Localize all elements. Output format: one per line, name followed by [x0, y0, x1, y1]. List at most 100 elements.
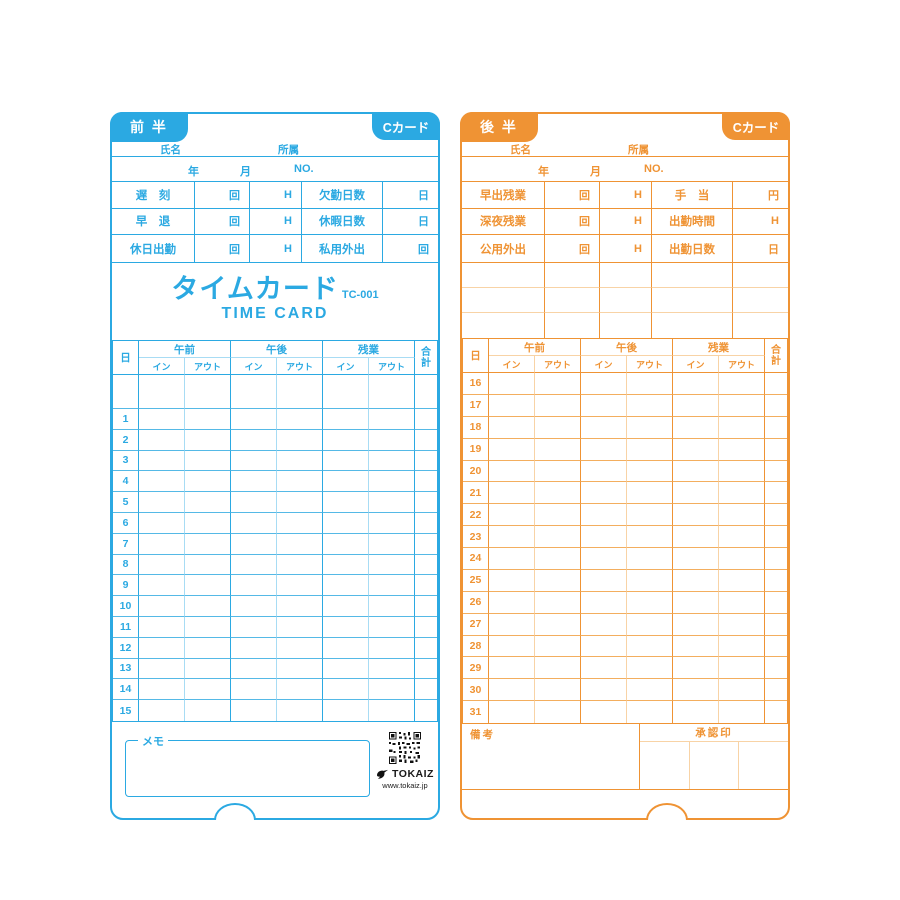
entry-cell: [231, 575, 277, 597]
entry-cell: [581, 591, 627, 614]
entry-cell: [489, 635, 535, 658]
entry-cell: [535, 482, 581, 505]
entry-cell: [369, 554, 415, 576]
day-number-cell: 2: [113, 429, 139, 451]
total-cell: [415, 492, 437, 513]
entry-cell: [719, 416, 765, 439]
entry-cell: [277, 512, 323, 534]
year-month-no-row: 年 月 NO.: [462, 157, 788, 182]
entry-cell: [719, 373, 765, 395]
entry-cell: [277, 375, 323, 409]
summary-count-unit: 回: [545, 235, 600, 262]
total-cell: [415, 700, 437, 721]
entry-cell: [627, 679, 673, 702]
entry-cell: [323, 512, 369, 534]
entry-cell: [719, 526, 765, 548]
entry-cell: [185, 533, 231, 555]
entry-cell: [489, 460, 535, 483]
day-number-cell: 10: [113, 596, 139, 617]
summary-label: 手 当: [652, 182, 733, 209]
out-column-header: アウト: [627, 356, 673, 373]
entry-cell: [231, 429, 277, 451]
entry-cell: [673, 613, 719, 636]
out-column-header: アウト: [277, 358, 323, 375]
entry-cell: [719, 635, 765, 658]
entry-cell: [627, 482, 673, 505]
out-column-header: アウト: [369, 358, 415, 375]
entry-cell: [231, 512, 277, 534]
in-column-header: イン: [489, 356, 535, 373]
entry-cell: [535, 460, 581, 483]
entry-cell: [489, 613, 535, 636]
entry-cell: [231, 596, 277, 617]
entry-cell: [673, 635, 719, 658]
day-number-cell: 8: [113, 554, 139, 576]
entry-cell: [581, 460, 627, 483]
entry-cell: [673, 394, 719, 417]
day-number-cell: 19: [463, 438, 489, 461]
approval-stamp-cell: [739, 742, 788, 789]
entry-cell: [535, 679, 581, 702]
total-cell: [765, 592, 787, 614]
in-column-header: イン: [139, 358, 185, 375]
entry-cell: [581, 701, 627, 723]
entry-cell: [719, 504, 765, 527]
summary-label: 早 退: [112, 208, 195, 236]
entry-cell: [627, 635, 673, 658]
entry-cell: [369, 512, 415, 534]
summary-unit: 円: [733, 182, 788, 209]
entry-cell: [719, 548, 765, 570]
entry-cell: [489, 373, 535, 395]
entry-cell: [581, 416, 627, 439]
entry-cell: [719, 679, 765, 702]
time-entry-table: 日午前 午後 残業 イン アウト イン アウト イン アウト合 計 16 17 18 19 20 21 22 2…: [462, 338, 788, 724]
entry-cell: [323, 533, 369, 555]
summary-label: 休暇日数: [302, 208, 383, 236]
year-label: 年: [538, 166, 549, 178]
entry-cell: [627, 701, 673, 723]
entry-cell: [673, 482, 719, 505]
entry-cell: [489, 701, 535, 723]
year-month-no-row: 年 月 NO.: [112, 157, 438, 182]
total-cell: [765, 526, 787, 548]
entry-cell: [323, 471, 369, 493]
entry-cell: [673, 526, 719, 548]
day-number-cell: 15: [113, 700, 139, 721]
summary-hour-unit: H: [600, 208, 652, 236]
entry-cell: [673, 591, 719, 614]
entry-cell: [277, 679, 323, 701]
half-tab: 後 半: [460, 112, 538, 142]
entry-cell: [277, 554, 323, 576]
entry-cell: [489, 591, 535, 614]
no-label: NO.: [644, 163, 664, 175]
approval-label: 承認印: [640, 724, 788, 742]
total-cell: [415, 451, 437, 472]
summary-unit: 日: [383, 209, 438, 236]
entry-cell: [535, 504, 581, 527]
entry-cell: [581, 657, 627, 680]
summary-hour-unit: H: [250, 235, 302, 262]
summary-label: 欠勤日数: [302, 182, 383, 209]
memo-box: メモ: [125, 733, 370, 797]
summary-label: 公用外出: [462, 235, 545, 262]
card-type-badge: Cカード: [722, 112, 790, 140]
summary-hour-unit: H: [250, 182, 302, 209]
summary-table: 早出残業 回 H 手 当 円 深夜残業 回 H 出勤時間 H 公用外出 回 H …: [462, 182, 788, 263]
entry-cell: [581, 373, 627, 395]
entry-cell: [139, 596, 185, 617]
entry-cell: [323, 596, 369, 617]
entry-cell: [231, 658, 277, 680]
entry-cell: [185, 637, 231, 659]
total-cell: [765, 701, 787, 723]
memo-label: メモ: [138, 733, 168, 749]
entry-cell: [719, 701, 765, 723]
entry-cell: [277, 616, 323, 638]
entry-cell: [489, 482, 535, 505]
entry-cell: [139, 616, 185, 638]
entry-cell: [369, 429, 415, 451]
no-label: NO.: [294, 163, 314, 175]
day-number-cell: 22: [463, 504, 489, 527]
total-cell: [765, 614, 787, 636]
entry-cell: [581, 569, 627, 592]
